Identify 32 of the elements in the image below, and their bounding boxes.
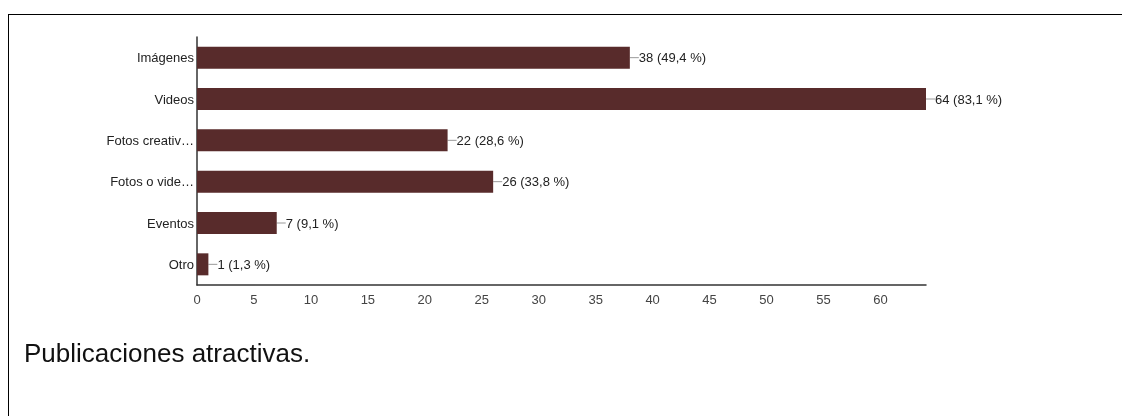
- data-label: 26 (33,8 %): [502, 174, 570, 190]
- data-label: 7 (9,1 %): [285, 215, 339, 231]
- data-label: 38 (49,4 %): [638, 50, 707, 66]
- bar: [197, 212, 277, 234]
- bar: [197, 46, 630, 69]
- x-tick-label: 5: [250, 292, 258, 307]
- y-tick-label: Fotos o vide…: [110, 174, 194, 190]
- x-tick-label: 25: [474, 292, 489, 307]
- x-tick-label: 10: [303, 292, 319, 307]
- bar: [197, 253, 209, 276]
- x-tick-label: 35: [588, 292, 603, 307]
- y-tick-label: Eventos: [147, 215, 195, 231]
- data-label: 22 (28,6 %): [456, 132, 524, 148]
- x-tick-label: 20: [417, 292, 433, 307]
- data-label: 64 (83,1 %): [935, 91, 1003, 107]
- x-tick-label: 50: [759, 292, 774, 307]
- y-tick-label: Otro: [168, 256, 194, 272]
- y-tick-label: Imágenes: [136, 50, 195, 66]
- x-tick-label: 0: [193, 292, 201, 307]
- text: Publicaciones atractivas.: [24, 338, 311, 368]
- y-tick-label: Videos: [154, 91, 195, 107]
- bar: [197, 170, 494, 193]
- x-tick-label: 15: [360, 292, 376, 307]
- bar: [197, 129, 448, 152]
- bar: [197, 88, 926, 110]
- x-tick-label: 30: [531, 292, 546, 307]
- x-tick-label: 60: [873, 292, 888, 307]
- y-tick-label: Fotos creativ…: [106, 132, 194, 148]
- x-tick-label: 40: [645, 292, 660, 307]
- x-tick-label: 45: [702, 292, 717, 307]
- data-label: 1 (1,3 %): [217, 256, 271, 272]
- x-tick-label: 55: [816, 292, 831, 307]
